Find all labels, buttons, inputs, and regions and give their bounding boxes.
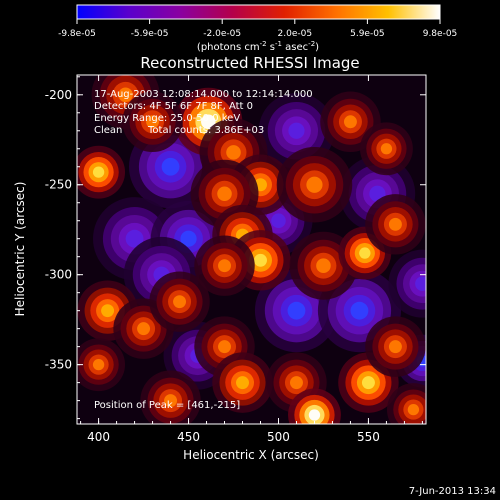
- bright-source-blob: [140, 370, 201, 424]
- bright-source-blob: [288, 388, 341, 424]
- colorbar-ticks: -9.8e-05 -5.9e-05 -2.0e-05 2.0e-05 5.9e-05 9.…: [58, 19, 457, 39]
- colorbar: -9.8e-05 -5.9e-05 -2.0e-05 2.0e-05 5.9e-05 9.…: [58, 4, 457, 53]
- bright-source-blob: [91, 75, 160, 129]
- annotation-total-counts: Total counts: 3.86E+03: [147, 125, 264, 136]
- annotation-detectors: Detectors: 4F 5F 6F 7F 8F, Att 0: [94, 101, 253, 112]
- bright-source-blob: [365, 316, 426, 377]
- colorbar-tick-label: -5.9e-05: [131, 29, 169, 39]
- annotation-energy-range: Energy Range: 25.0-50.0 keV: [94, 113, 240, 124]
- colorbar-units: (photons cm-2 s-1 asec-2): [197, 40, 319, 53]
- annotations: 17-Aug-2003 12:08:14.000 to 12:14:14.000…: [94, 89, 313, 411]
- colorbar-gradient: [76, 4, 441, 20]
- colorbar-tick-label: -2.0e-05: [203, 29, 241, 39]
- plot-frame: [76, 74, 427, 425]
- x-axis-ticks: 400 450 500 550: [80, 75, 423, 444]
- y-axis-label: Heliocentric Y (arcsec): [13, 182, 27, 317]
- annotation-method: Clean: [94, 125, 122, 136]
- x-axis-label: Heliocentric X (arcsec): [183, 448, 319, 462]
- x-tick-label: 550: [357, 430, 380, 444]
- annotation-time-range: 17-Aug-2003 12:08:14.000 to 12:14:14.000: [94, 89, 313, 100]
- chart-title: Reconstructed RHESSI Image: [140, 54, 359, 72]
- x-tick-label: 400: [87, 430, 110, 444]
- dim-source-blob: [388, 249, 426, 318]
- timestamp: 7-Jun-2013 13:34: [409, 486, 496, 497]
- y-tick-label: -300: [45, 268, 72, 282]
- image-area: [77, 75, 426, 424]
- x-tick-label: 500: [267, 430, 290, 444]
- bright-source-blob: [77, 145, 126, 199]
- colorbar-tick-label: 5.9e-05: [350, 29, 385, 39]
- y-tick-label: -200: [45, 88, 72, 102]
- bright-source-blob: [276, 146, 353, 223]
- heatmap-blobs: [77, 75, 426, 424]
- colorbar-tick-label: 2.0e-05: [278, 29, 313, 39]
- bright-source-blob: [77, 338, 126, 392]
- y-tick-label: -250: [45, 178, 72, 192]
- bright-source-blob: [359, 122, 413, 176]
- y-tick-label: -350: [45, 358, 72, 372]
- bright-source-blob: [194, 235, 255, 296]
- bright-source-blob: [122, 91, 183, 152]
- y-axis-ticks: -200 -250 -300 -350: [45, 76, 426, 420]
- colorbar-tick-label: -9.8e-05: [58, 29, 96, 39]
- bright-source-blob: [149, 271, 210, 332]
- colorbar-tick-label: 9.8e-05: [423, 29, 458, 39]
- annotation-peak-position: Position of Peak = [461,-215]: [94, 400, 240, 411]
- bright-source-blob: [212, 352, 273, 413]
- bright-source-blob: [365, 194, 426, 255]
- bright-source-blob: [386, 383, 426, 424]
- x-tick-label: 450: [177, 430, 200, 444]
